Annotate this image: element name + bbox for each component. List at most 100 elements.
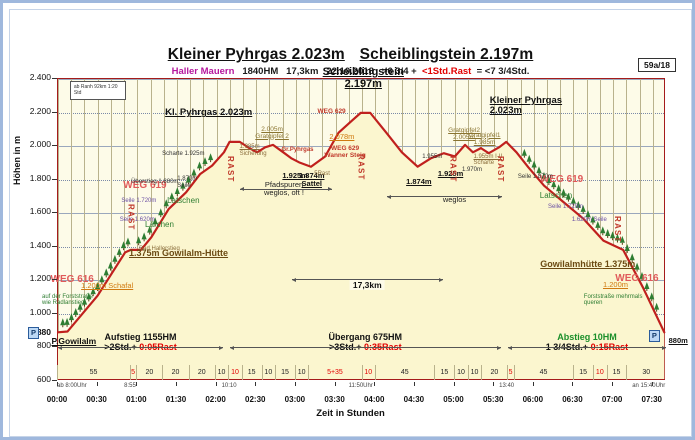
- x-tick-mark: [374, 382, 376, 386]
- grid-line-v: [599, 79, 601, 379]
- clock-label: 8:55: [124, 383, 136, 389]
- segment-duration: 20: [490, 369, 499, 376]
- segment-divider: [214, 365, 216, 380]
- x-tick-label: 04:00: [363, 395, 385, 404]
- tree-icon: [169, 192, 175, 202]
- summary-band: Aufstieg 1155HM >2Std.+ 0:05Rast: [104, 332, 177, 352]
- clock-label: an 15:40Uhr: [632, 383, 666, 389]
- label-seile-1720-right: Seile 1.720m: [548, 203, 584, 210]
- subtitle-date: 22.10.2018: [326, 66, 374, 77]
- y-tick-label: 1.800: [29, 172, 51, 183]
- x-tick-label: 05:00: [443, 395, 464, 404]
- segment-duration: 20: [197, 369, 206, 376]
- y-tick-mark: [52, 279, 57, 281]
- segment-duration: 10: [595, 369, 604, 376]
- grid-line-h: [58, 79, 664, 80]
- segment-divider: [375, 365, 376, 380]
- tree-icon: [541, 171, 547, 181]
- label-forststrasse-left: auf der Forststraße wie Radlanstieg: [42, 293, 94, 307]
- subtitle-rest: <1Std.Rast: [421, 66, 472, 77]
- label-seile-1870-right: Seile 1.870m: [517, 174, 553, 181]
- label-pfadspuren-weglos: Pfadspuren weglos, oft !: [264, 180, 305, 198]
- y-tick-label-start-elevation: 880: [36, 327, 51, 338]
- segment-divider: [188, 365, 190, 380]
- distance-dimension-line: [291, 277, 443, 282]
- tree-icon: [639, 271, 645, 281]
- peak-label-scheiblingstein: Scheiblingstein 2.197m: [322, 66, 404, 90]
- tree-icon: [112, 254, 118, 264]
- segment-divider: [241, 365, 243, 380]
- segment-duration: 10: [297, 369, 306, 376]
- grid-line-v: [626, 79, 628, 379]
- y-tick-mark: [52, 145, 57, 147]
- tree-icon: [565, 192, 572, 202]
- tree-icon: [180, 181, 186, 191]
- tree-icon: [609, 231, 616, 241]
- segment-duration: 5+35: [327, 369, 343, 376]
- y-tick-mark: [52, 312, 57, 314]
- page-title: Kleiner Pyhrgas 2.023m Scheiblingstein 2…: [10, 46, 691, 64]
- x-tick-label: 02:00: [205, 395, 226, 404]
- hut-label-right: Gowilalmhütte 1.375m: [540, 258, 636, 269]
- grid-line-v: [639, 79, 641, 379]
- label-end-elevation-880m: 880m: [668, 335, 688, 345]
- x-tick-label: 00:00: [46, 395, 68, 404]
- x-tick-label: 03:30: [324, 395, 345, 404]
- elev-1925-right: 1.925m: [437, 169, 464, 179]
- tree-icon: [68, 313, 75, 323]
- x-tick-mark: [294, 382, 296, 386]
- y-tick-label: 800: [36, 340, 51, 351]
- y-tick-label: 600: [36, 374, 51, 384]
- segment-minutes-row: 55 5 20 20 20 10 10 15 10 15 10 5+35 10 45 15 10 10 20 5 45…: [57, 365, 665, 380]
- subtitle-total: = <7 3/4Std.: [476, 66, 530, 77]
- section-dimension-line: [240, 187, 332, 192]
- y-tick-mark: [52, 380, 57, 381]
- segment-divider: [57, 365, 58, 380]
- segment-duration: 15: [612, 369, 621, 376]
- y-tick-mark: [52, 178, 57, 180]
- segment-duration: 15: [440, 369, 449, 376]
- elev-2078: 2.078m: [329, 132, 355, 141]
- segment-duration: 45: [400, 369, 409, 376]
- sheet-number-badge: 59a/18: [638, 58, 676, 72]
- x-tick-label: 01:00: [126, 395, 147, 404]
- x-tick-mark: [175, 382, 177, 386]
- tree-icon: [536, 166, 542, 176]
- x-tick-mark: [57, 382, 58, 386]
- tree-icon: [202, 157, 208, 167]
- tree-icon: [570, 196, 576, 206]
- label-latschen-right: Latschen: [539, 191, 573, 201]
- grid-line-v: [71, 79, 73, 379]
- segment-divider: [361, 365, 363, 380]
- tree-icon: [654, 302, 660, 312]
- segment-divider: [593, 365, 595, 380]
- segment-duration: 10: [470, 369, 479, 376]
- y-tick-mark: [52, 245, 57, 247]
- tree-icon: [560, 188, 567, 198]
- label-bad-hallerstieg: Bad Hallerstieg: [139, 245, 180, 252]
- label-seile-1720-left: Seile 1.720m: [121, 197, 157, 204]
- x-tick-mark: [612, 382, 614, 386]
- tree-icon: [94, 282, 101, 291]
- tree-icon: [103, 268, 109, 278]
- clock-label: 13:40: [499, 383, 515, 389]
- rest-marker-rast: RAST: [356, 154, 366, 181]
- y-tick-label: 1.200: [29, 273, 51, 284]
- tree-icon: [521, 148, 527, 158]
- grid-line-v: [150, 79, 152, 379]
- parking-icon-left: P: [28, 327, 40, 340]
- elev-1970: 1.970m: [461, 166, 482, 173]
- x-tick-mark: [572, 382, 574, 386]
- ridge-label-1955-scharte: 1.955m I-II Scharte: [473, 154, 503, 167]
- y-tick-mark: [52, 346, 57, 348]
- tree-icon: [60, 318, 66, 328]
- tree-icon: [107, 261, 114, 271]
- ridge-label-gratgipfel2-left: 2.005m Gratgipfel 2: [255, 125, 289, 140]
- segment-duration: 10: [364, 369, 373, 376]
- segment-divider: [294, 365, 296, 380]
- segment-duration: 55: [89, 369, 98, 376]
- summary-band: Abstieg 10HM 1 3/4Std.+ 0:15Rast: [545, 332, 629, 352]
- title-right: Scheiblingstein 2.197m: [359, 46, 534, 63]
- tree-icon: [141, 232, 147, 242]
